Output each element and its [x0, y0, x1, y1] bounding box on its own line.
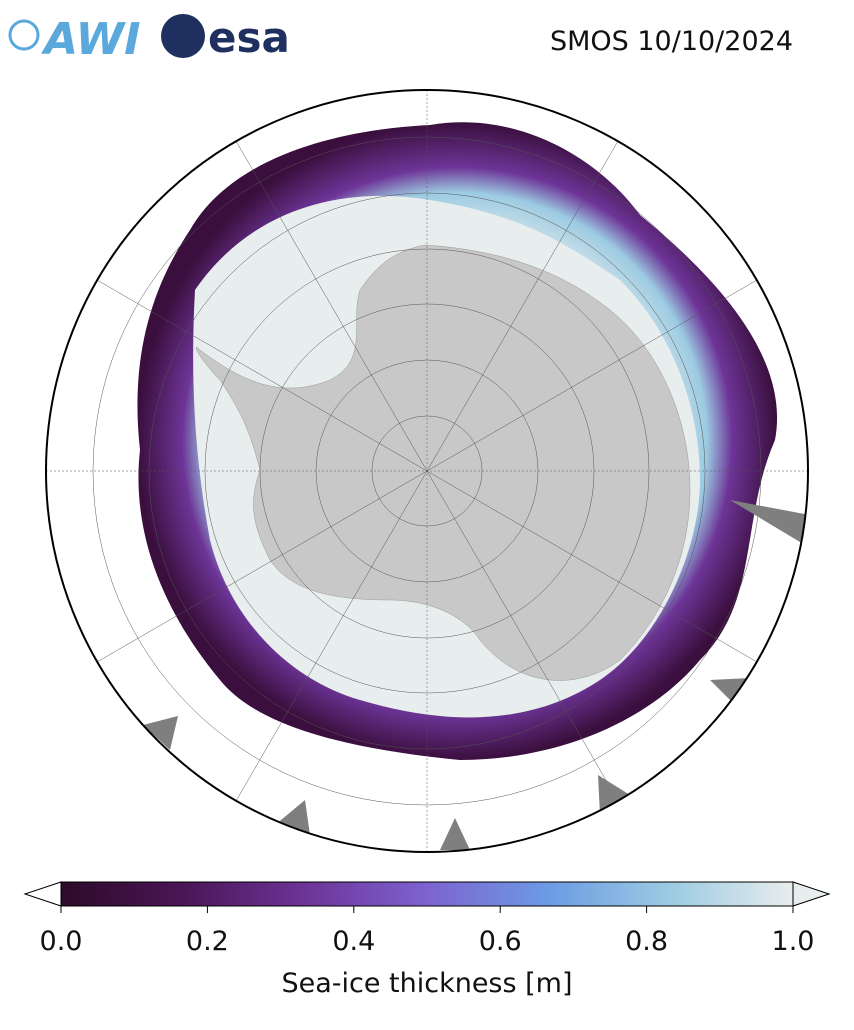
logo-text: esa: [208, 13, 290, 62]
map: [46, 90, 808, 852]
colorbar-extend-high: [792, 881, 831, 907]
esa-logo: esa: [161, 13, 290, 62]
map-border: [45, 89, 809, 853]
colorbar-extend-low: [23, 881, 62, 907]
colorbar-tick-label: 0.0: [40, 926, 83, 957]
antarctica: [195, 244, 691, 681]
colorbar-bar: [60, 881, 794, 907]
colorbar-tick-label: 1.0: [772, 926, 815, 957]
graticule: [46, 90, 808, 852]
logo-text: AWI: [41, 14, 141, 65]
title: SMOS 10/10/2024: [550, 26, 793, 57]
colorbar-tick-label: 0.2: [186, 926, 229, 957]
colorbar: [23, 881, 831, 913]
awi-logo: AWI: [8, 14, 141, 65]
colorbar-tick-label: 0.4: [332, 926, 375, 957]
colorbar-tick-label: 0.8: [625, 926, 668, 957]
colorbar-tick-label: 0.6: [479, 926, 522, 957]
colorbar-label: Sea-ice thickness [m]: [281, 968, 572, 999]
